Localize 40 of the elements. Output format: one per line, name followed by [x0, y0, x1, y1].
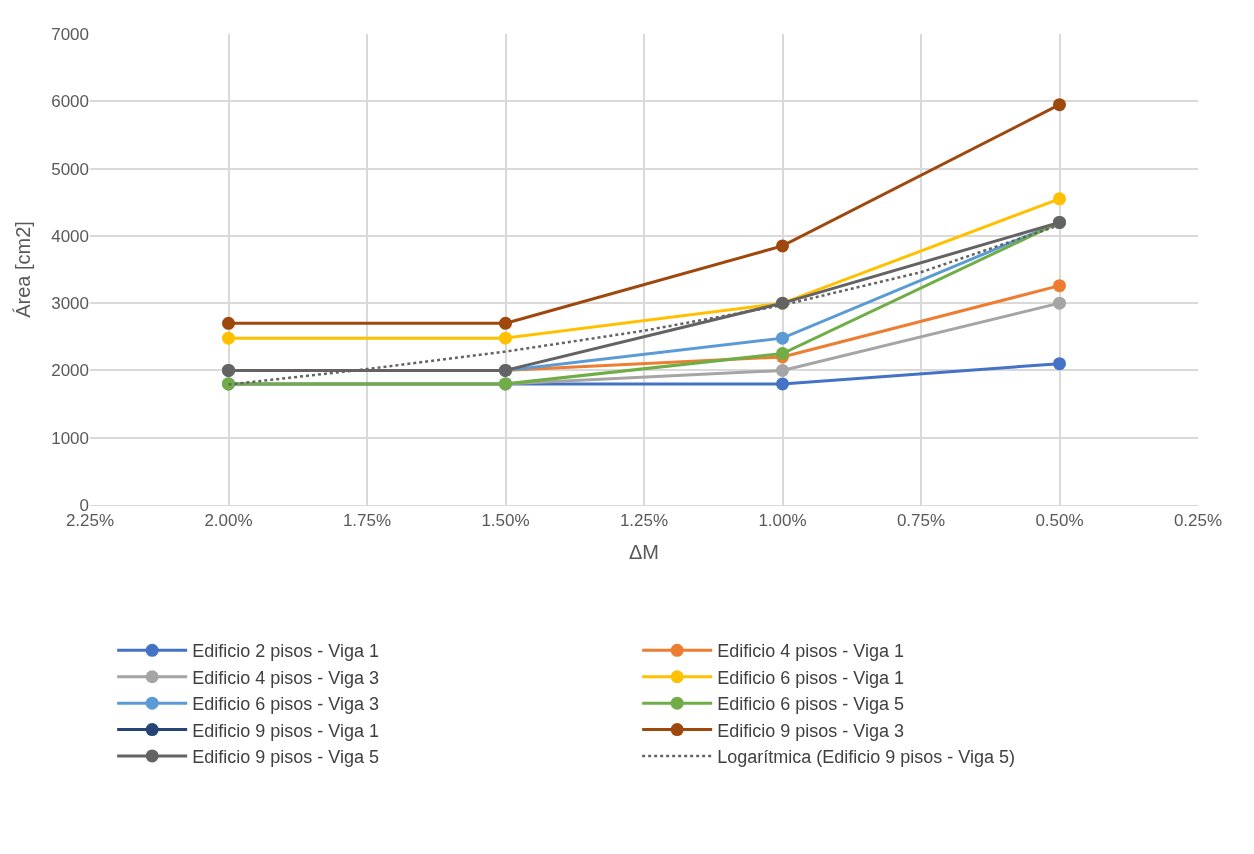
legend-label: Edificio 9 pisos - Viga 3 [717, 720, 904, 741]
point [1053, 98, 1066, 112]
point [776, 363, 789, 377]
legend-label: Edificio 6 pisos - Viga 3 [192, 694, 379, 715]
x-tick-label: 0.50% [1035, 511, 1084, 531]
point [776, 377, 789, 391]
legend-label: Edificio 9 pisos - Viga 5 [192, 746, 379, 767]
point [1053, 192, 1066, 206]
legend-label: Edificio 4 pisos - Viga 3 [192, 667, 379, 688]
legend-label: Edificio 6 pisos - Viga 1 [717, 667, 904, 688]
x-tick-label: 1.25% [619, 511, 669, 531]
point [222, 331, 235, 345]
point [776, 331, 789, 345]
x-tick-label: 2.00% [204, 511, 253, 531]
legend-label: Edificio 4 pisos - Viga 1 [717, 641, 904, 662]
y-tick-label: 1000 [51, 428, 89, 448]
x-axis-title: ΔM [628, 540, 660, 563]
y-axis-title: Área [cm2] [11, 221, 34, 318]
y-tick-label: 3000 [51, 294, 89, 314]
legend-label: Logarítmica (Edificio 9 pisos - Viga 5) [717, 746, 1015, 767]
point [1053, 357, 1066, 371]
legend-label: Edificio 2 pisos - Viga 1 [192, 641, 379, 662]
x-tick-label: 1.00% [758, 511, 807, 531]
x-tick-label: 0.75% [896, 511, 946, 531]
y-tick-label: 2000 [51, 361, 89, 381]
x-tick-label: 1.75% [342, 511, 392, 531]
x-tick-label: 0.25% [1173, 511, 1223, 531]
legend-label: Edificio 9 pisos - Viga 1 [192, 720, 379, 741]
y-tick-label: 4000 [51, 226, 89, 246]
point [1053, 279, 1066, 293]
legend-label: Edificio 6 pisos - Viga 5 [717, 694, 904, 715]
x-tick-label: 1.50% [481, 511, 530, 531]
point [1053, 296, 1066, 310]
point [499, 331, 512, 345]
point [776, 239, 789, 253]
y-tick-label: 7000 [51, 24, 89, 44]
point [222, 316, 235, 330]
point [499, 316, 512, 330]
y-tick-label: 5000 [51, 159, 89, 179]
y-tick-label: 6000 [51, 92, 89, 112]
